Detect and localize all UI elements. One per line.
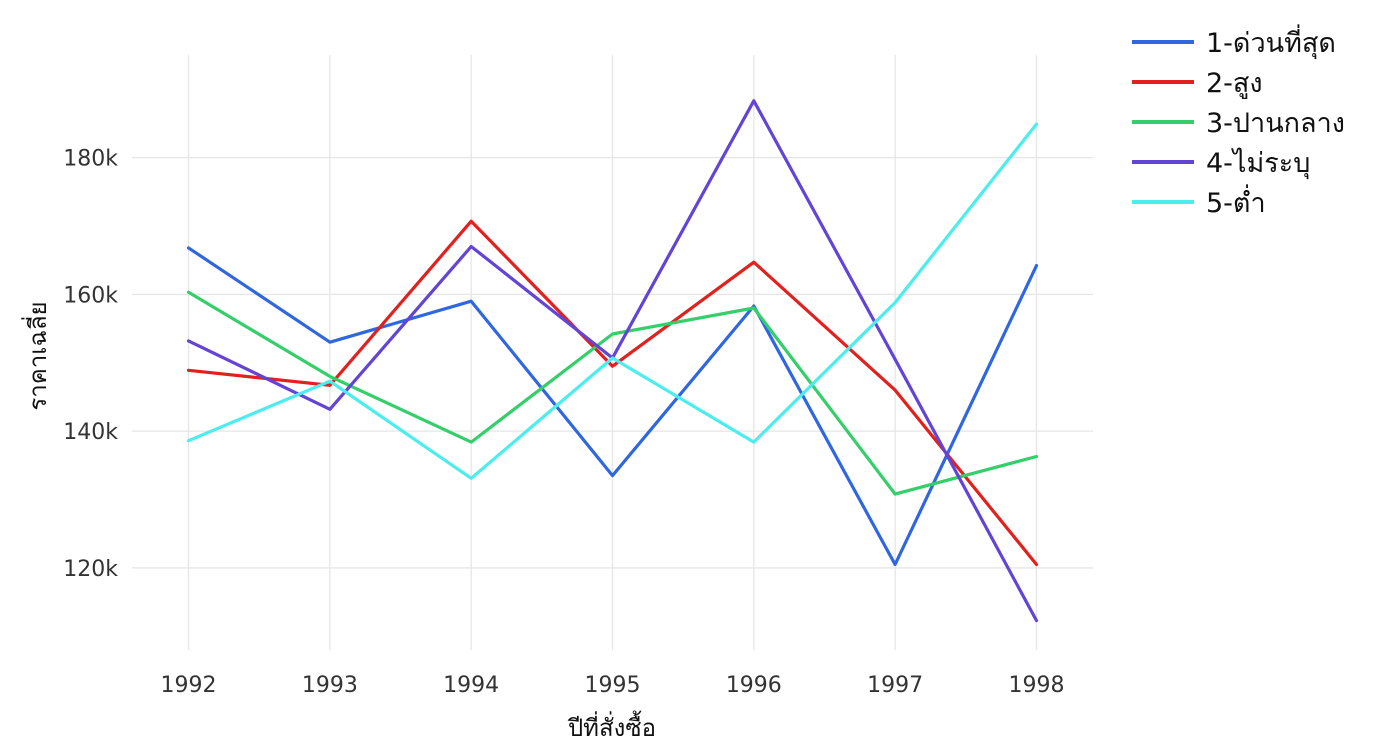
legend-item: 2-สูง [1132,68,1263,99]
legend-label: 1-ด่วนที่สุด [1206,24,1336,60]
legend-item: 4-ไม่ระบุ [1132,148,1310,180]
y-tick-label: 140k [63,420,118,445]
series-layer [186,99,1039,623]
y-tick-label: 180k [63,147,118,172]
series-line-5 [186,122,1039,480]
legend: 1-ด่วนที่สุด 2-สูง 3-ปานกลาง 4-ไม่ระบุ 5-ต่ำ [1132,24,1345,219]
legend-label: 2-สูง [1206,68,1263,99]
y-axis-ticks: 120k 140k 160k 180k [63,147,118,582]
x-axis-title: ปีที่สั่งซื้อ [567,710,656,742]
legend-label: 5-ต่ำ [1206,184,1266,219]
grid [132,55,1093,650]
legend-item: 1-ด่วนที่สุด [1132,24,1336,60]
series-line-1 [186,246,1039,567]
x-tick-label: 1997 [867,673,923,698]
x-tick-label: 1995 [585,673,641,698]
x-tick-label: 1996 [726,673,782,698]
legend-item: 3-ปานกลาง [1132,108,1345,139]
series-line-3 [186,290,1039,496]
y-tick-label: 120k [63,557,118,582]
x-axis-ticks: 1992 1993 1994 1995 1996 1997 1998 [161,673,1065,698]
x-tick-label: 1994 [443,673,499,698]
x-tick-label: 1993 [302,673,358,698]
legend-label: 4-ไม่ระบุ [1206,148,1310,180]
x-tick-label: 1998 [1008,673,1064,698]
legend-label: 3-ปานกลาง [1206,108,1345,139]
series-line-2 [186,219,1039,567]
y-tick-label: 160k [63,283,118,308]
y-axis-title: ราคาเฉลี่ย [21,301,52,410]
x-tick-label: 1992 [161,673,217,698]
legend-item: 5-ต่ำ [1132,184,1266,219]
